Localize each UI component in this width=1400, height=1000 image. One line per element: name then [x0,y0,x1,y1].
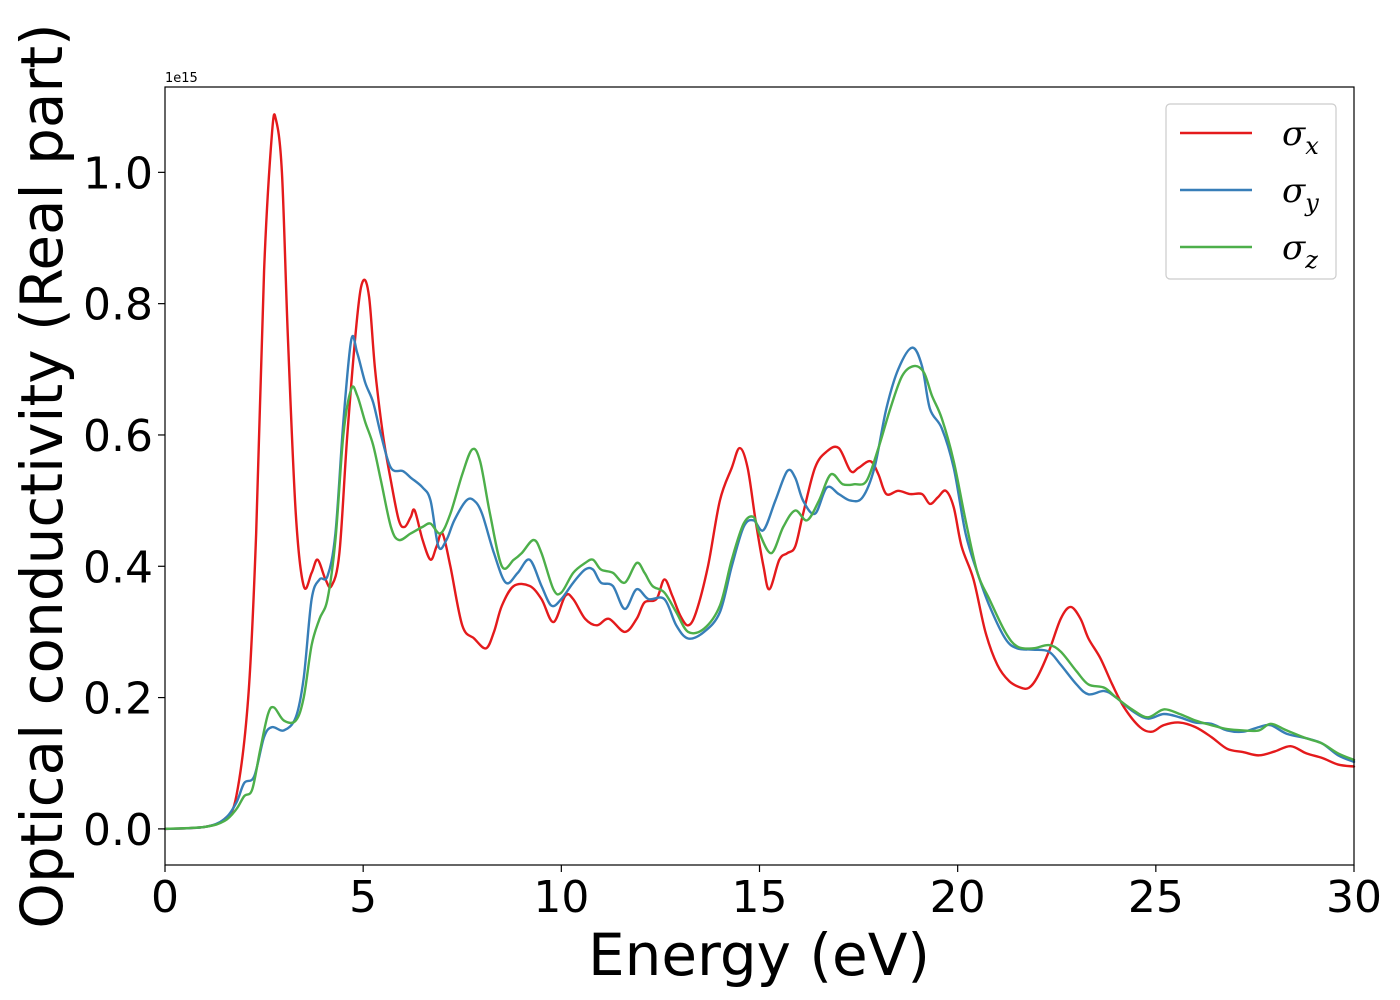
y-tick-label: 0.6 [83,411,153,462]
y-tick-label: 0.8 [83,280,153,331]
y-tick-label: 1.0 [83,148,153,199]
legend-frame [1165,103,1337,280]
x-tick-label: 25 [1128,872,1184,923]
series-line-z [163,364,1356,831]
y-tick-label: 0.4 [83,542,153,593]
y-axis-title: Optical conductivity (Real part) [8,23,76,928]
x-tick-label: 5 [349,872,377,923]
series-layer [163,113,1356,831]
x-tick-label: 30 [1326,872,1382,923]
y-tick-label: 0.2 [83,674,153,725]
plot-background [165,87,1354,865]
x-tick-label: 0 [151,872,179,923]
x-tick-label: 10 [533,872,589,923]
x-tick-label: 20 [930,872,986,923]
y-tick-label: 0.0 [83,805,153,856]
y-axis: 0.0 0.2 0.4 0.6 0.8 1.0 [83,148,165,856]
series-line-y [163,334,1356,831]
x-axis-title: Energy (eV) [588,921,930,989]
x-axis: 0 5 10 15 20 25 30 [151,865,1382,923]
y-offset-label: 1e15 [165,71,198,86]
x-tick-label: 15 [732,872,788,923]
series-line-x [163,113,1356,831]
